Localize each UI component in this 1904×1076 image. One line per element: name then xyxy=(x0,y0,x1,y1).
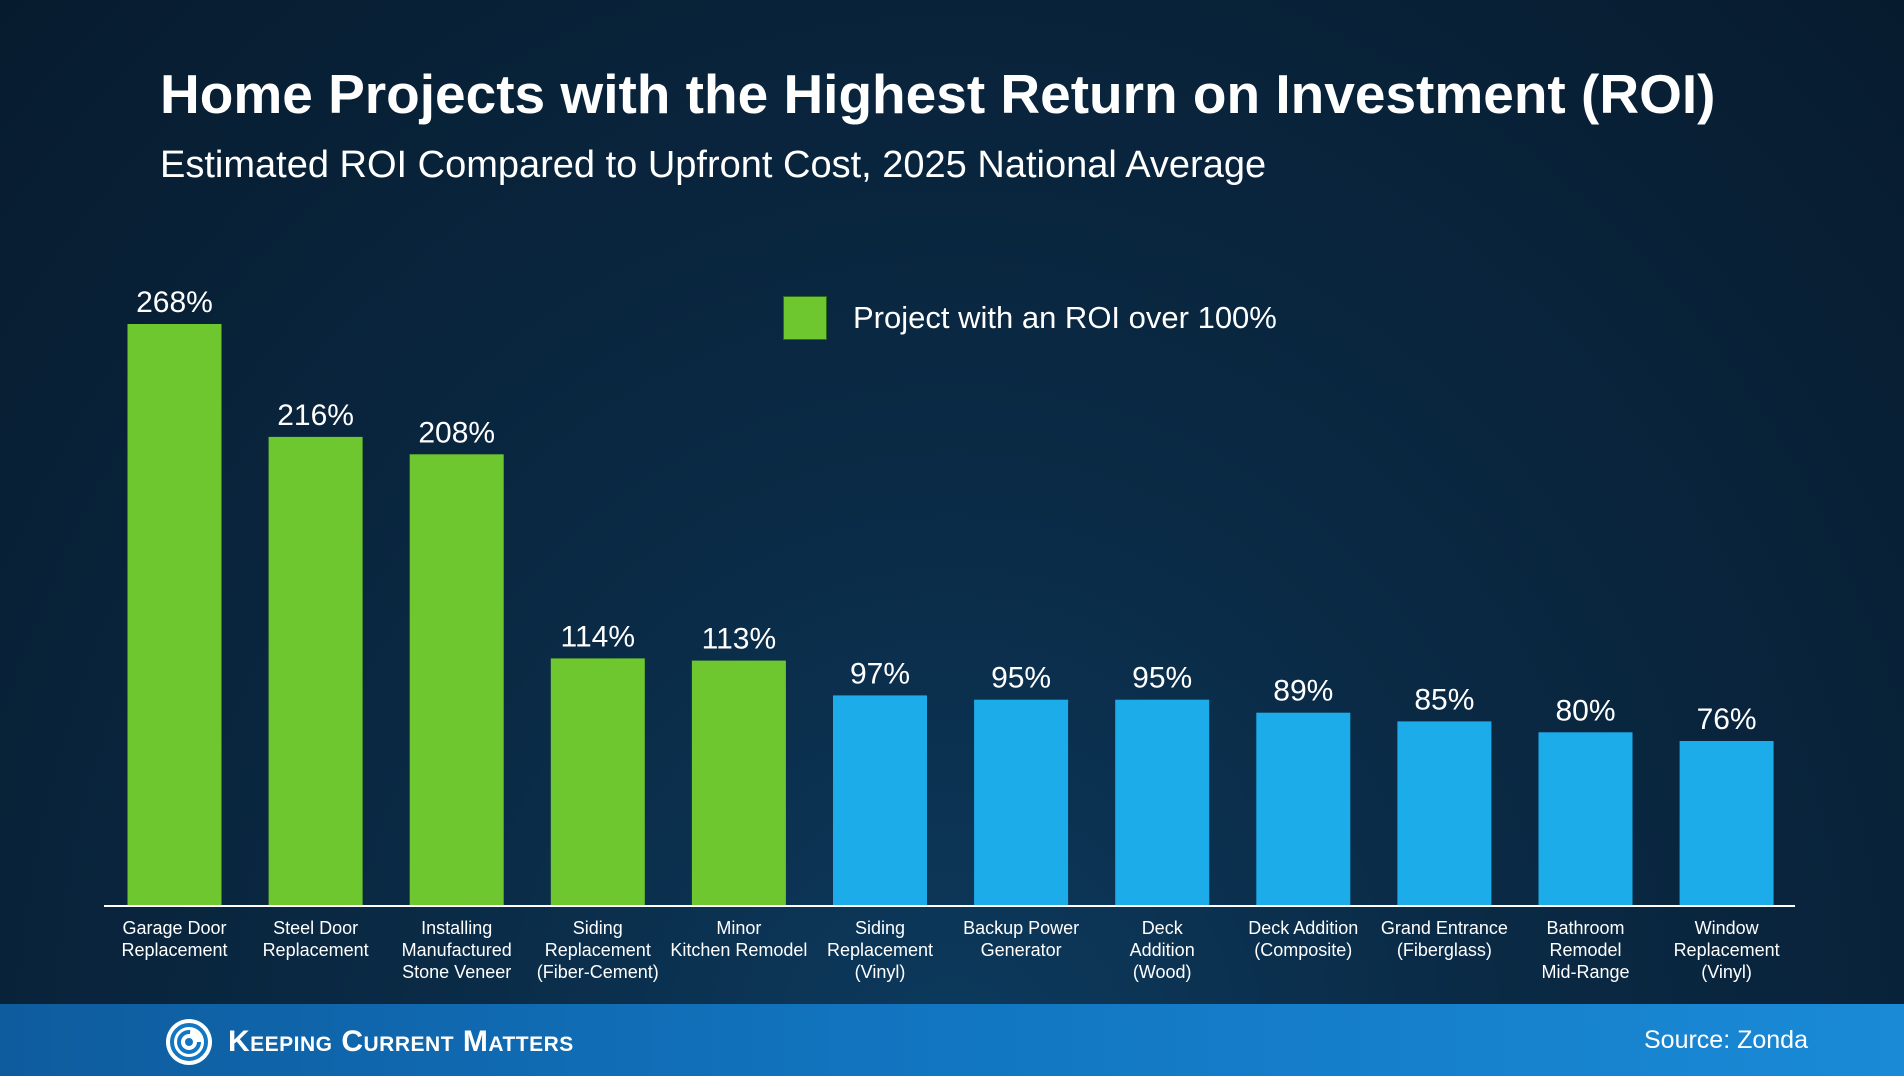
data-label: 85% xyxy=(1414,683,1474,716)
category-label: Deck Addition (Wood) xyxy=(1130,918,1195,982)
bar xyxy=(409,454,504,906)
bar xyxy=(1679,741,1774,906)
brand-name: Keeping Current Matters xyxy=(228,1025,574,1058)
data-label: 76% xyxy=(1697,703,1757,736)
bar xyxy=(1256,712,1351,906)
category-label-line: (Wood) xyxy=(1133,962,1192,982)
category-label-line: Deck xyxy=(1142,918,1184,938)
category-label-line: Siding xyxy=(573,918,623,938)
data-label: 89% xyxy=(1273,675,1333,708)
category-label-line: Siding xyxy=(855,918,905,938)
legend: Project with an ROI over 100% xyxy=(783,296,1277,340)
category-label-line: Replacement xyxy=(263,940,369,960)
category-label: Garage Door Replacement xyxy=(121,918,227,960)
category-label-line: Minor xyxy=(716,918,761,938)
footer-bar: Keeping Current Matters Source: Zonda xyxy=(0,1004,1904,1076)
category-label-line: Kitchen Remodel xyxy=(670,940,807,960)
category-label-line: Generator xyxy=(981,940,1062,960)
category-label-line: (Fiberglass) xyxy=(1397,940,1492,960)
category-label-line: Replacement xyxy=(121,940,227,960)
data-label: 113% xyxy=(702,623,777,656)
category-label-line: Manufactured xyxy=(402,940,512,960)
bar xyxy=(833,695,927,906)
category-label-line: Backup Power xyxy=(963,918,1079,938)
category-label: Backup Power Generator xyxy=(963,918,1079,960)
data-label: 208% xyxy=(418,416,495,449)
data-label: 268% xyxy=(136,286,213,319)
data-label: 95% xyxy=(1132,662,1192,695)
bar xyxy=(127,324,222,906)
legend-swatch-green xyxy=(783,296,827,340)
source-note: Source: Zonda xyxy=(1644,1026,1808,1054)
bar xyxy=(1115,699,1210,906)
category-label-line: Replacement xyxy=(1674,940,1780,960)
category-label-line: Mid-Range xyxy=(1541,962,1629,982)
category-label-line: Bathroom xyxy=(1546,918,1624,938)
bar xyxy=(1538,732,1633,906)
category-label-line: Steel Door xyxy=(273,918,358,938)
brand[interactable]: Keeping Current Matters xyxy=(164,1017,574,1067)
category-label: Deck Addition (Composite) xyxy=(1248,918,1358,960)
category-label-line: Replacement xyxy=(545,940,651,960)
category-label-line: (Fiber-Cement) xyxy=(537,962,659,982)
kcm-logo-icon xyxy=(166,1019,212,1065)
category-label: Minor Kitchen Remodel xyxy=(670,918,807,960)
category-label: Grand Entrance (Fiberglass) xyxy=(1381,918,1508,960)
bar xyxy=(1397,721,1492,906)
chart-title: Home Projects with the Highest Return on… xyxy=(160,63,1716,125)
category-label-line: (Vinyl) xyxy=(855,962,906,982)
category-label-line: Addition xyxy=(1130,940,1195,960)
data-label: 80% xyxy=(1555,694,1615,727)
data-label: 95% xyxy=(991,662,1051,695)
category-label-line: (Vinyl) xyxy=(1701,962,1752,982)
category-label-line: Grand Entrance xyxy=(1381,918,1508,938)
bar xyxy=(691,660,786,906)
category-label-line: Garage Door xyxy=(122,918,226,938)
category-label: Siding Replacement (Vinyl) xyxy=(827,918,933,982)
category-label-line: (Composite) xyxy=(1254,940,1352,960)
legend-label: Project with an ROI over 100% xyxy=(853,300,1277,335)
category-label-line: Deck Addition xyxy=(1248,918,1358,938)
category-label-line: Window xyxy=(1695,918,1760,938)
category-label-line: Remodel xyxy=(1549,940,1621,960)
data-label: 97% xyxy=(850,657,910,690)
category-label: Window Replacement (Vinyl) xyxy=(1674,918,1780,982)
category-label-line: Stone Veneer xyxy=(402,962,511,982)
category-label: Bathroom Remodel Mid-Range xyxy=(1541,918,1629,982)
category-label-line: Installing xyxy=(421,918,492,938)
chart-subtitle: Estimated ROI Compared to Upfront Cost, … xyxy=(160,144,1267,186)
category-label: Installing Manufactured Stone Veneer xyxy=(402,918,512,982)
bar xyxy=(974,699,1069,906)
bar xyxy=(268,436,363,906)
category-label: Siding Replacement (Fiber-Cement) xyxy=(537,918,659,982)
data-label: 114% xyxy=(561,620,636,653)
category-label: Steel Door Replacement xyxy=(263,918,369,960)
data-label: 216% xyxy=(277,399,354,432)
category-label-line: Replacement xyxy=(827,940,933,960)
bar xyxy=(550,658,645,906)
